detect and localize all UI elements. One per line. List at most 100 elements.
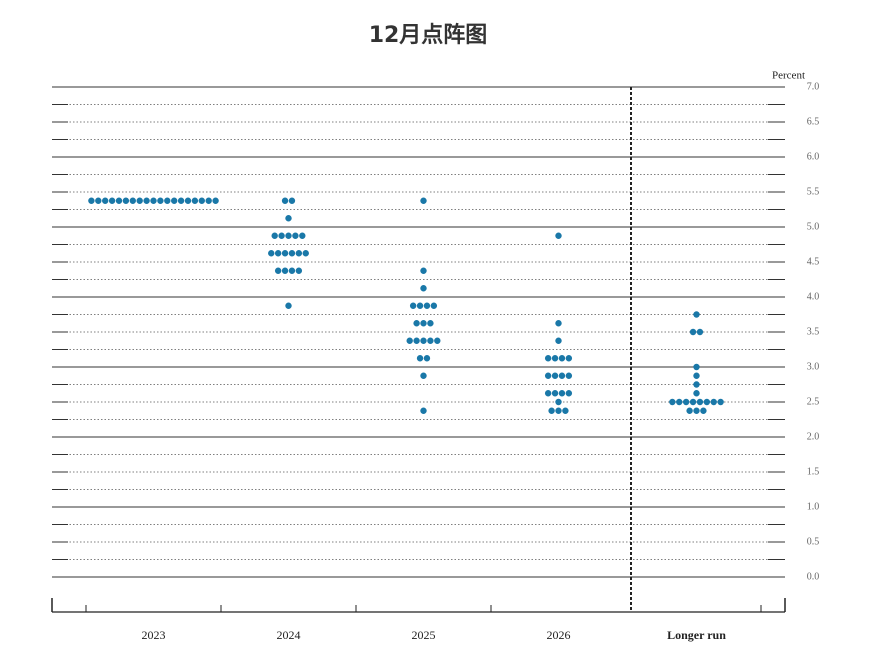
dot [108,197,116,204]
dot [413,337,420,344]
dot [682,398,690,406]
dot [143,197,150,204]
dot [205,197,212,204]
y-tick-label: 0.5 [807,536,820,547]
dot [669,398,676,406]
dot [427,337,434,344]
y-tick-label: 6.0 [807,151,820,162]
y-tick-label: 4.5 [807,256,820,267]
dot [565,390,573,397]
dot [122,197,130,204]
dot [274,267,282,274]
dot [212,197,219,204]
y-tick-label: 3.5 [807,326,820,337]
dot [285,232,292,239]
dot [420,267,427,274]
y-tick-label: 1.0 [807,501,820,512]
dot [434,337,441,344]
dot [288,250,296,257]
dot [420,285,427,292]
x-tick-label: 2023 [142,628,166,642]
y-axis-label: Percent [772,70,805,82]
dot [423,302,431,309]
dot [558,372,566,379]
dot [676,398,683,406]
dot [295,267,303,274]
chart-title: 12月点阵图 [369,22,488,48]
dot [544,355,552,362]
dot [88,197,95,204]
dot [115,197,123,204]
dot [703,398,711,406]
dot [285,215,292,222]
dot [409,302,417,309]
dot [150,197,157,204]
dot [710,398,717,406]
dot [136,197,143,204]
dot [129,197,136,204]
dot [271,232,278,239]
dot [700,407,707,414]
dot [717,398,724,406]
dot [551,372,559,379]
dot [164,197,171,204]
dot [285,302,292,309]
y-tick-label: 5.5 [807,186,820,197]
y-tick-label: 2.5 [807,396,820,407]
dot [281,250,289,257]
dot [562,407,569,414]
y-tick-label: 1.5 [807,466,820,477]
dot [420,337,427,344]
dot [555,232,562,239]
dot [292,232,299,239]
dot [171,197,178,204]
dot [420,197,427,204]
dot [274,250,282,257]
dot [689,398,697,406]
dot [406,337,413,344]
dot [302,250,309,257]
dot [565,372,573,379]
dot [420,320,427,327]
y-tick-label: 0.0 [807,571,820,582]
dot [558,390,566,397]
x-tick-label: Longer run [667,628,726,642]
y-tick-label: 5.0 [807,221,820,232]
dot [544,390,552,397]
y-tick-label: 2.0 [807,431,820,442]
dot [281,267,289,274]
dot [191,197,199,204]
dot [268,250,275,257]
dot [689,328,697,336]
dot [693,407,700,414]
dot [420,372,427,379]
dot [558,355,566,362]
dot [544,372,552,379]
dot [686,407,693,414]
x-tick-label: 2024 [277,628,301,642]
dot [177,197,185,204]
dot [693,311,700,318]
x-tick-label: 2026 [547,628,571,642]
dot [696,328,704,336]
dot [198,197,205,204]
dot [295,250,303,257]
dot [693,381,700,388]
dot [420,407,427,414]
dot [430,302,438,309]
dot [416,302,424,309]
dot [278,232,285,239]
dot [413,320,420,327]
dot [551,390,559,397]
dot [693,372,700,379]
dot [548,407,555,414]
dot [565,355,573,362]
dot [555,337,562,344]
dot [281,197,289,204]
dot [184,197,192,204]
dot [693,390,700,397]
dot [427,320,434,327]
dot [693,363,700,371]
dot [288,267,296,274]
